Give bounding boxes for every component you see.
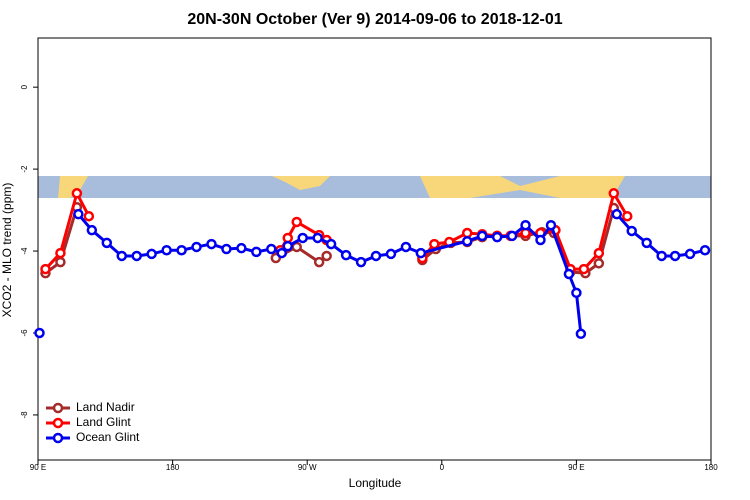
point bbox=[282, 232, 294, 244]
x-axis-label: Longitude bbox=[349, 476, 402, 490]
legend-label: Land Glint bbox=[76, 415, 131, 429]
point bbox=[297, 232, 308, 244]
point bbox=[563, 268, 575, 280]
point bbox=[73, 208, 84, 220]
point bbox=[608, 188, 620, 199]
x-tick-label: 90 E bbox=[568, 463, 584, 472]
legend-label: Ocean Glint bbox=[76, 430, 140, 444]
plot-frame bbox=[37, 37, 712, 461]
point bbox=[266, 243, 277, 255]
legend-marker bbox=[52, 417, 64, 429]
point bbox=[429, 238, 440, 250]
point bbox=[355, 256, 367, 268]
point bbox=[71, 188, 83, 199]
point bbox=[520, 219, 531, 231]
point bbox=[461, 235, 473, 247]
point bbox=[276, 247, 288, 259]
point bbox=[131, 250, 142, 262]
legend-marker bbox=[52, 402, 64, 414]
series-line bbox=[77, 213, 706, 334]
point bbox=[656, 250, 667, 262]
point bbox=[321, 250, 332, 262]
point bbox=[370, 250, 382, 262]
point bbox=[593, 258, 605, 269]
y-axis-label: XCO2 - MLO trend (ppm) bbox=[0, 183, 14, 318]
point bbox=[34, 327, 45, 339]
x-tick-label: 180 bbox=[704, 463, 718, 472]
point bbox=[491, 231, 503, 243]
point bbox=[161, 244, 172, 256]
point bbox=[176, 244, 187, 256]
point bbox=[684, 248, 696, 260]
y-tick-label: -8 bbox=[20, 411, 29, 419]
point bbox=[116, 250, 128, 262]
point bbox=[578, 263, 590, 275]
point bbox=[101, 237, 113, 249]
point bbox=[236, 242, 247, 254]
x-tick-label: 90 E bbox=[30, 463, 46, 472]
point bbox=[415, 247, 427, 259]
point bbox=[461, 227, 473, 239]
point bbox=[669, 250, 681, 262]
point bbox=[86, 224, 98, 236]
point bbox=[621, 210, 633, 222]
y-tick-label: 0 bbox=[20, 84, 29, 89]
map-strip bbox=[38, 176, 711, 198]
point bbox=[40, 263, 51, 275]
point bbox=[313, 256, 325, 268]
point bbox=[476, 230, 488, 242]
point bbox=[575, 328, 587, 340]
point bbox=[291, 216, 302, 228]
point bbox=[593, 247, 605, 259]
point bbox=[251, 246, 262, 258]
point bbox=[282, 240, 294, 252]
point bbox=[55, 247, 66, 259]
point bbox=[641, 237, 652, 249]
point bbox=[535, 234, 546, 246]
point bbox=[340, 249, 352, 261]
point bbox=[191, 241, 202, 253]
point bbox=[699, 244, 711, 256]
point bbox=[506, 230, 518, 242]
x-tick-label: 90 W bbox=[298, 463, 317, 472]
legend-label: Land Nadir bbox=[76, 400, 135, 414]
point bbox=[83, 210, 95, 222]
y-tick-label: -4 bbox=[20, 247, 29, 255]
point bbox=[611, 208, 623, 220]
point bbox=[325, 238, 337, 250]
chart-title: 20N-30N October (Ver 9) 2014-09-06 to 20… bbox=[187, 11, 562, 28]
point bbox=[571, 287, 582, 299]
y-tick-label: -6 bbox=[20, 329, 29, 337]
legend-marker bbox=[52, 432, 64, 444]
point bbox=[385, 248, 397, 260]
x-tick-label: 0 bbox=[440, 463, 445, 472]
y-tick-label: -2 bbox=[20, 165, 29, 173]
point bbox=[206, 238, 217, 250]
x-tick-label: 180 bbox=[166, 463, 180, 472]
point bbox=[312, 232, 323, 244]
point bbox=[55, 256, 66, 268]
point bbox=[626, 225, 637, 237]
point bbox=[545, 219, 557, 231]
point bbox=[146, 248, 157, 260]
point bbox=[221, 243, 232, 255]
point bbox=[400, 241, 412, 253]
